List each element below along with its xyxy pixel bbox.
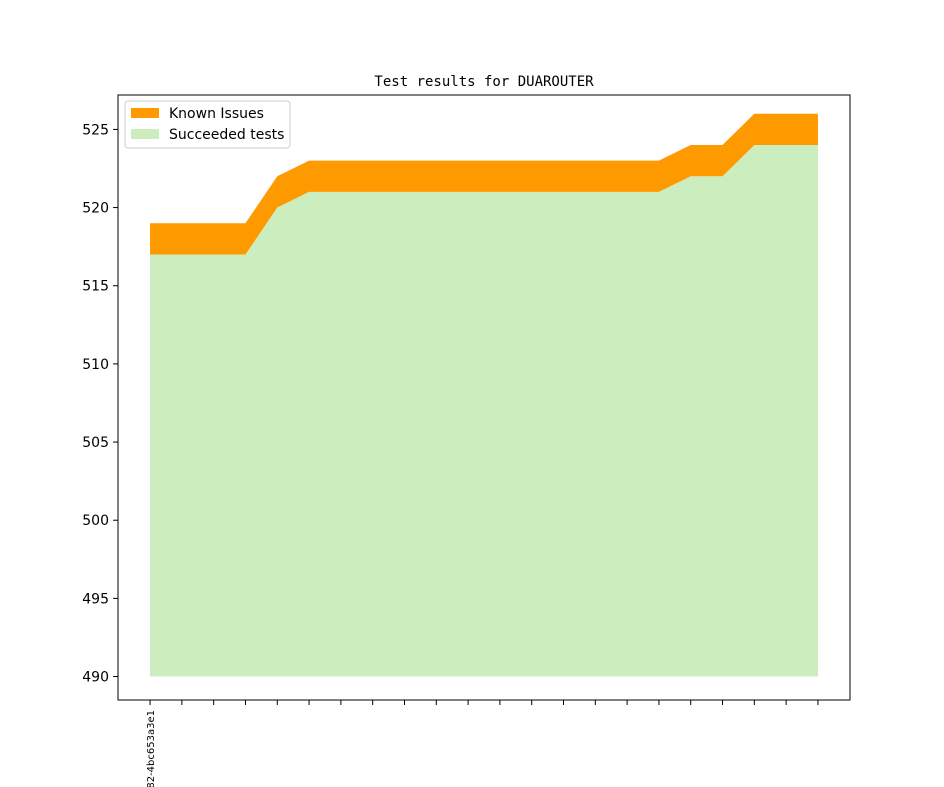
axes-frame <box>117 94 851 701</box>
legend-label: Known Issues <box>169 106 264 122</box>
y-tick-label: 515 <box>82 279 109 295</box>
y-tick-label: 505 <box>82 435 109 451</box>
series-succeeded-tests-area <box>150 145 818 677</box>
plot-area <box>150 113 818 677</box>
legend-swatch <box>131 129 159 139</box>
y-tick-label: 525 <box>82 122 109 138</box>
y-axis: 490 495 500 505 510 515 520 525 <box>82 122 118 686</box>
y-tick-label: 495 <box>82 591 109 607</box>
chart-title: Test results for DUAROUTER <box>374 74 594 90</box>
x-tick-label: 82-4bc653a3e1 <box>146 710 157 787</box>
y-tick-label: 520 <box>82 201 109 217</box>
y-tick-label: 490 <box>82 670 109 686</box>
series-known-issues-area <box>150 113 818 255</box>
x-axis: 82-4bc653a3e1 <box>146 700 819 787</box>
y-tick-label: 510 <box>82 357 109 373</box>
legend-swatch <box>131 108 159 118</box>
legend: Known Issues Succeeded tests <box>124 100 291 149</box>
legend-label: Succeeded tests <box>169 127 284 143</box>
y-tick-label: 500 <box>82 513 109 529</box>
legend-box <box>124 100 291 149</box>
